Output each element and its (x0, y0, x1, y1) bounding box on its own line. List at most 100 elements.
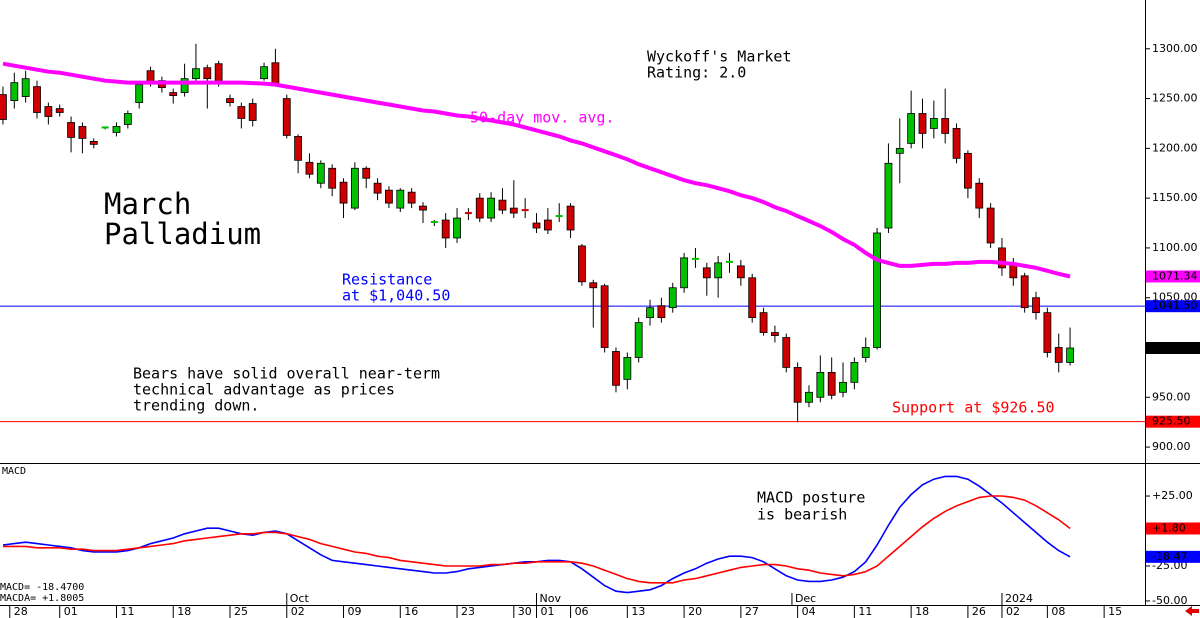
x-tick-label: 18 (915, 605, 929, 618)
candle-body (805, 391, 813, 403)
candle-body (782, 337, 791, 368)
candle-body (487, 197, 496, 219)
series-line (2, 61, 1071, 279)
value-marker-label: 925.50 (1152, 415, 1191, 428)
candle-body (668, 287, 677, 309)
month-label: 2024 (1005, 592, 1033, 605)
series-label: 50-day mov. avg. (470, 109, 615, 127)
resistance-note: at $1,040.50 (342, 287, 450, 305)
candle-body (203, 67, 212, 80)
candle-body (316, 162, 325, 184)
commentary: technical advantage as prices (133, 381, 395, 399)
candle-body (873, 232, 881, 348)
candle-body (736, 265, 745, 279)
candle-body (918, 113, 927, 134)
candle-body (929, 118, 938, 129)
value-marker-label: -18.47 (1152, 550, 1187, 563)
x-tick-label: 04 (802, 605, 816, 618)
candle-body (1020, 275, 1029, 309)
rating-note: Rating: 2.0 (647, 64, 746, 82)
candle-body (248, 103, 257, 121)
value-marker (1146, 415, 1200, 428)
commentary: trending down. (133, 397, 259, 415)
candle-body (861, 347, 870, 358)
x-tick-label: 01 (541, 605, 555, 618)
candle-body (600, 285, 609, 348)
candle-body (884, 162, 893, 229)
x-tick-label: 16 (404, 605, 418, 618)
x-tick-label: 06 (575, 605, 589, 618)
readout: MACD= -18.4700 (0, 582, 84, 593)
value-marker-label: 1071.34 (1152, 269, 1198, 282)
macd-note: is bearish (757, 506, 847, 524)
y-tick-label: 950.00 (1152, 390, 1191, 403)
candle-body (1043, 312, 1052, 353)
candle-body (169, 92, 178, 96)
candle-body (691, 257, 699, 260)
candle-body (305, 161, 314, 175)
candle-body (748, 277, 757, 319)
candle-body (680, 257, 688, 289)
month-label: Dec (795, 592, 816, 605)
value-marker (1146, 270, 1200, 283)
candle-body (328, 167, 337, 189)
y-tick-label: 1150.00 (1152, 191, 1198, 204)
candle-body (0, 94, 7, 120)
candle-body (192, 68, 200, 80)
candle-body (543, 219, 552, 231)
candle-body (112, 126, 121, 133)
value-marker-label: +1.80 (1152, 521, 1186, 534)
candle-body (714, 262, 723, 279)
candle-body (623, 357, 632, 380)
candle-body (180, 78, 189, 94)
candle-body (350, 167, 359, 209)
candle-body (10, 82, 19, 101)
candle-body (895, 147, 904, 154)
candle-body (612, 351, 620, 386)
x-tick-label: 08 (1051, 605, 1065, 618)
readout: MACDA= +1.8005 (0, 593, 84, 604)
candle-body (123, 113, 132, 125)
candle-body (294, 136, 303, 161)
candle-body (260, 66, 268, 80)
x-tick-label: 15 (1108, 605, 1122, 618)
y-tick-label: 1300.00 (1152, 42, 1198, 55)
candle-body (419, 205, 427, 211)
candle-body (385, 189, 393, 204)
candle-body (55, 108, 64, 113)
candle-body (67, 122, 75, 138)
candle-body (532, 222, 541, 229)
candle-body (941, 118, 950, 134)
value-marker-label: 999.50 (1152, 341, 1191, 354)
candle-body (555, 215, 563, 218)
x-tick-label: 02 (291, 605, 305, 618)
candle-body (1054, 347, 1063, 363)
x-tick-label: 13 (631, 605, 645, 618)
arrow-icon (1185, 606, 1199, 616)
x-tick-label: 30 (518, 605, 532, 618)
candle-body (521, 209, 529, 212)
candle-body (827, 371, 836, 396)
candle-body (396, 189, 405, 209)
candle-body (589, 282, 598, 289)
candle-body (282, 98, 291, 136)
month-label: Oct (290, 592, 310, 605)
candle-body (453, 217, 461, 239)
rating-note: Wyckoff's Market (647, 48, 792, 66)
value-marker (1146, 522, 1200, 535)
candle-body (498, 199, 507, 211)
value-marker (1146, 341, 1200, 354)
candle-body (952, 128, 961, 159)
panel-title: MACD (2, 466, 26, 477)
candle-body (964, 152, 972, 189)
x-tick-label: 23 (461, 605, 475, 618)
y-tick-label: -50.00 (1152, 594, 1187, 607)
x-tick-label: 11 (858, 605, 872, 618)
candle-body (998, 247, 1006, 269)
x-tick-label: 11 (120, 605, 134, 618)
candle-body (78, 126, 87, 139)
chart-title: March (104, 187, 191, 221)
candle-body (362, 167, 371, 179)
support-note: Support at $926.50 (892, 399, 1055, 417)
candle-body (135, 84, 144, 103)
